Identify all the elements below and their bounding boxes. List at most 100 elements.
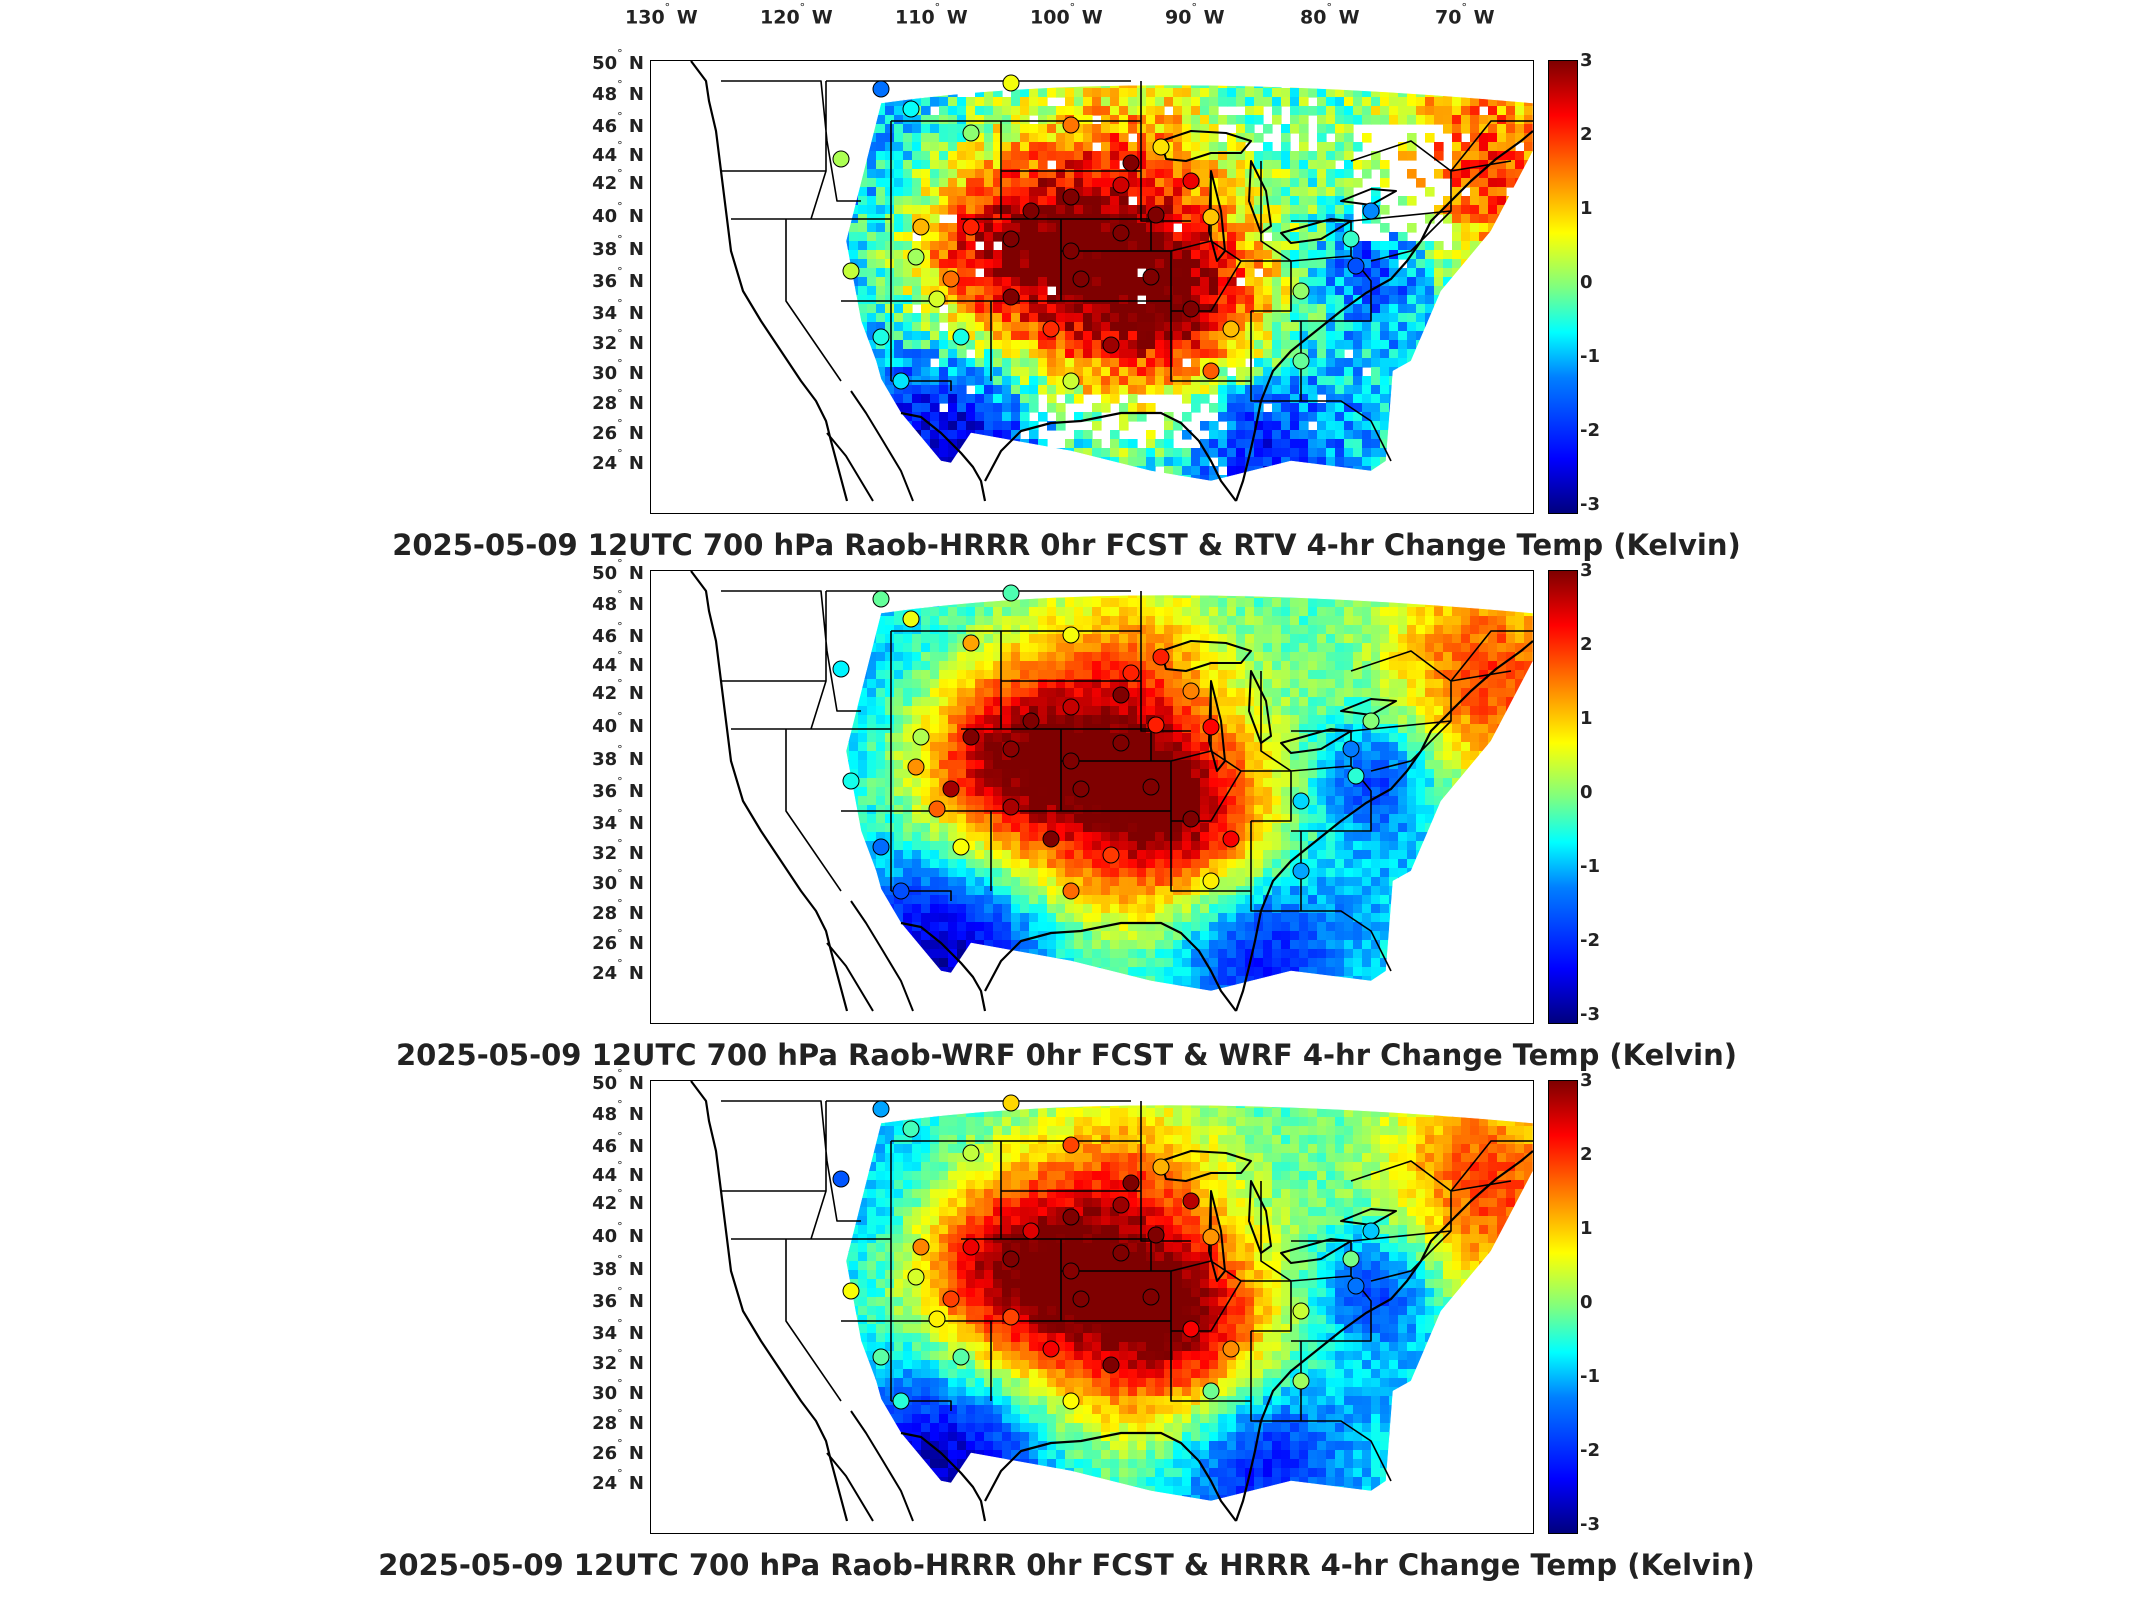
lat-label: 40° N: [592, 710, 644, 737]
colorbar-tick-label: -3: [1580, 1514, 1600, 1535]
raob-station-marker: [1182, 682, 1200, 700]
lat-label: 24° N: [592, 447, 644, 474]
boundary-line: [900, 640, 1533, 1012]
lat-label: 38° N: [592, 743, 644, 770]
colorbar-tick-label: 3: [1580, 1070, 1593, 1091]
boundary-line: [690, 61, 849, 502]
raob-station-marker: [892, 882, 910, 900]
temperature-change-map: [690, 1081, 1533, 1522]
raob-station-marker: [962, 218, 980, 236]
colorbar-tick-label: -3: [1580, 494, 1600, 515]
boundary-line: [690, 1081, 849, 1522]
lat-label: 34° N: [592, 297, 644, 324]
raob-station-marker: [842, 262, 860, 280]
map-panel-hrrr: 50° N 48° N 46° N 44° N 42° N 40° N 38° N 36° N…: [0, 1067, 2133, 1590]
lat-label: 44° N: [592, 1159, 644, 1186]
latitude-axis: 50° N 48° N 46° N 44° N 42° N 40° N 38° N 36° N…: [560, 47, 650, 516]
raob-station-marker: [1292, 352, 1310, 370]
lat-label: 48° N: [592, 588, 644, 615]
raob-station-marker: [872, 328, 890, 346]
raob-station-marker: [907, 758, 925, 776]
colorbar-tick-label: 2: [1580, 124, 1593, 145]
raob-station-marker: [872, 80, 890, 98]
temperature-change-map: [690, 571, 1533, 1012]
colorbar-tick-label: 3: [1580, 50, 1593, 71]
raob-station-marker: [872, 1100, 890, 1118]
raob-station-marker: [1062, 1262, 1080, 1280]
raob-station-marker: [1362, 202, 1380, 220]
raob-station-marker: [892, 372, 910, 390]
model-domain-field: [846, 595, 1533, 991]
colorbar-tick-label: 3: [1580, 560, 1593, 581]
raob-station-marker: [1112, 1244, 1130, 1262]
raob-station-marker: [1152, 648, 1170, 666]
raob-station-marker: [952, 328, 970, 346]
raob-station-marker: [907, 248, 925, 266]
raob-station-marker: [1062, 698, 1080, 716]
model-domain-field: [846, 1105, 1533, 1501]
raob-station-marker: [928, 290, 946, 308]
boundary-line: [690, 571, 849, 1012]
lat-label: 48° N: [592, 78, 644, 105]
raob-station-marker: [1062, 1136, 1080, 1154]
raob-station-marker: [1292, 1302, 1310, 1320]
colorbar-tick-label: -2: [1580, 420, 1600, 441]
lat-label: 42° N: [592, 677, 644, 704]
raob-station-marker: [1222, 830, 1240, 848]
longitude-axis: 130° W 120° W 110° W 100° W 90° W 80° W 70° W: [0, 0, 2133, 60]
colorbar: [1548, 570, 1578, 1024]
raob-station-marker: [892, 1392, 910, 1410]
lat-label: 28° N: [592, 1407, 644, 1434]
lat-label: 46° N: [592, 620, 644, 647]
lat-label: 48° N: [592, 1098, 644, 1125]
raob-station-marker: [1072, 1290, 1090, 1308]
colorbar-tick-label: 0: [1580, 272, 1593, 293]
raob-station-marker: [1042, 320, 1060, 338]
raob-station-marker: [1072, 780, 1090, 798]
raob-station-marker: [942, 270, 960, 288]
lon-label: 90° W: [1165, 1, 1225, 29]
raob-station-marker: [902, 610, 920, 628]
raob-station-marker: [1122, 1174, 1140, 1192]
boundary-line: [826, 1410, 914, 1522]
colorbar-tick-label: 1: [1580, 198, 1593, 219]
raob-station-marker: [1142, 778, 1160, 796]
lon-label: 100° W: [1030, 1, 1103, 29]
boundary-line: [1160, 640, 1397, 772]
lon-label: 130° W: [625, 1, 698, 29]
raob-station-marker: [1122, 664, 1140, 682]
panel-title: 2025-05-09 12UTC 700 hPa Raob-HRRR 0hr F…: [378, 1548, 1755, 1582]
raob-station-marker: [1002, 1094, 1020, 1112]
lat-label: 42° N: [592, 1187, 644, 1214]
raob-station-marker: [942, 1290, 960, 1308]
raob-station-marker: [902, 1120, 920, 1138]
colorbar-ticks: 3 2 1 0 -1 -2 -3: [1580, 560, 1640, 1025]
boundary-line: [1160, 1150, 1397, 1282]
lat-label: 34° N: [592, 807, 644, 834]
raob-station-marker: [1112, 224, 1130, 242]
lat-label: 50° N: [592, 1067, 644, 1094]
raob-station-marker: [1102, 336, 1120, 354]
lat-label: 28° N: [592, 897, 644, 924]
colorbar-ticks: 3 2 1 0 -1 -2 -3: [1580, 50, 1640, 515]
lon-label: 110° W: [895, 1, 968, 29]
raob-station-marker: [902, 100, 920, 118]
lat-label: 30° N: [592, 357, 644, 384]
boundary-line: [721, 590, 1533, 972]
raob-station-marker: [1062, 372, 1080, 390]
raob-station-marker: [832, 660, 850, 678]
raob-station-marker: [1072, 270, 1090, 288]
lat-label: 44° N: [592, 139, 644, 166]
raob-station-marker: [1062, 188, 1080, 206]
map-frame: [650, 570, 1534, 1024]
boundary-line: [1160, 130, 1397, 262]
raob-station-marker: [1182, 300, 1200, 318]
raob-station-marker: [1022, 1222, 1040, 1240]
raob-station-marker: [1202, 208, 1220, 226]
raob-station-marker: [1292, 1372, 1310, 1390]
raob-station-marker: [1062, 626, 1080, 644]
lat-label: 38° N: [592, 233, 644, 260]
lon-label: 70° W: [1435, 1, 1495, 29]
lat-label: 36° N: [592, 265, 644, 292]
raob-station-marker: [912, 728, 930, 746]
